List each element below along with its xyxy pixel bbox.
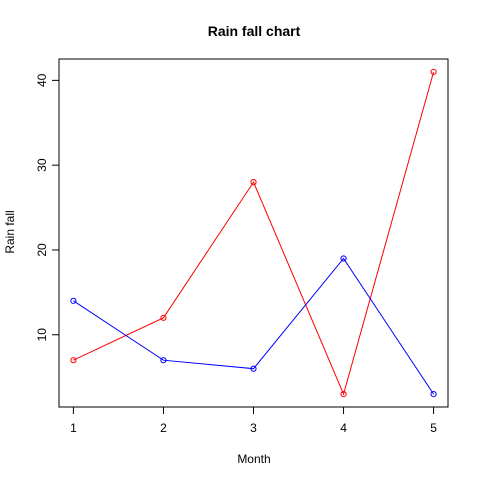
- series-2: [70, 255, 437, 398]
- y-axis-label: Rain fall: [3, 210, 17, 253]
- y-axis: 10 20 30 40: [35, 73, 60, 342]
- plot-area-frame: [58, 58, 449, 408]
- data-point: [340, 391, 347, 398]
- x-axis-label: Month: [237, 452, 270, 466]
- data-point: [160, 314, 167, 321]
- data-point: [430, 391, 437, 398]
- x-tick-label: 4: [340, 421, 347, 435]
- data-point: [70, 297, 77, 304]
- series-line: [73, 71, 435, 396]
- y-tick-label: 20: [35, 243, 49, 257]
- data-point: [430, 68, 437, 75]
- y-tick-label: 30: [35, 158, 49, 172]
- x-tick-label: 3: [250, 421, 257, 435]
- x-tick-label: 5: [430, 421, 437, 435]
- x-tick-label: 2: [160, 421, 167, 435]
- y-tick-label: 10: [35, 328, 49, 342]
- series-1: [70, 68, 437, 398]
- series-layer: [70, 68, 437, 398]
- series-line: [73, 257, 435, 395]
- data-point: [340, 255, 347, 262]
- y-tick-label: 40: [35, 73, 49, 87]
- chart-title: Rain fall chart: [208, 23, 301, 39]
- x-axis: 1 2 3 4 5: [70, 406, 437, 435]
- data-point: [160, 357, 167, 364]
- data-point: [70, 357, 77, 364]
- data-point: [250, 365, 257, 372]
- data-point: [250, 179, 257, 186]
- x-tick-label: 1: [70, 421, 77, 435]
